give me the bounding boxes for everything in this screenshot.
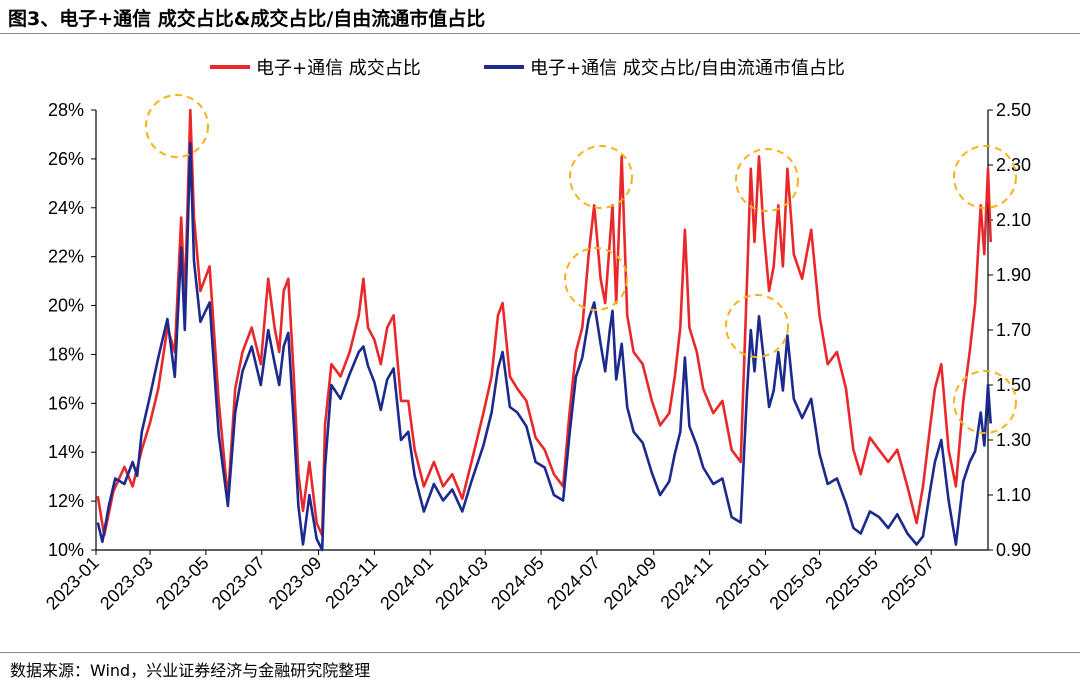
- x-tick-label: 2024-03: [431, 553, 492, 614]
- x-tick-label: 2024-05: [487, 553, 548, 614]
- x-tick-label: 2025-05: [821, 553, 882, 614]
- x-tick-label: 2025-03: [765, 553, 826, 614]
- left-axis-ticks: 10% 12% 14% 16% 18% 20% 22% 24% 26% 28%: [48, 100, 96, 560]
- title-divider: [0, 33, 1080, 34]
- dual-axis-line-chart: 电子+通信 成交占比 电子+通信 成交占比/自由流通市值占比 10% 12% 14%…: [42, 58, 1031, 614]
- x-tick-label: 2024-11: [657, 553, 717, 613]
- highlight-circle: [735, 148, 799, 212]
- left-tick-label: 16%: [48, 393, 84, 413]
- highlight-circle: [725, 294, 789, 358]
- x-tick-label: 2025-01: [711, 553, 772, 614]
- series-line-trading-share: [96, 108, 992, 537]
- right-tick-label: 1.70: [996, 320, 1031, 340]
- left-tick-label: 22%: [48, 247, 84, 267]
- right-axis-ticks: 0.901.101.301.501.701.902.102.302.50: [988, 100, 1031, 560]
- highlight-circle: [564, 247, 628, 311]
- left-tick-label: 20%: [48, 296, 84, 316]
- series-lines: [96, 108, 992, 552]
- x-tick-label: 2025-07: [877, 553, 938, 614]
- highlight-circle: [145, 94, 209, 158]
- legend-label-blue: 电子+通信 成交占比/自由流通市值占比: [530, 58, 845, 79]
- x-tick-label: 2023-03: [96, 553, 157, 614]
- x-tick-label: 2023-05: [152, 553, 213, 614]
- left-tick-label: 28%: [48, 100, 84, 120]
- left-tick-label: 24%: [48, 198, 84, 218]
- right-tick-label: 1.90: [996, 265, 1031, 285]
- left-tick-label: 18%: [48, 344, 84, 364]
- right-tick-label: 2.10: [996, 210, 1031, 230]
- right-tick-label: 1.10: [996, 485, 1031, 505]
- highlight-circle: [953, 370, 1017, 434]
- right-tick-label: 1.30: [996, 430, 1031, 450]
- right-tick-label: 1.50: [996, 375, 1031, 395]
- right-tick-label: 2.50: [996, 100, 1031, 120]
- series-line-share-ratio: [96, 141, 992, 552]
- x-tick-label: 2024-07: [543, 553, 604, 614]
- source-note: 数据来源：Wind，兴业证券经济与金融研究院整理: [10, 661, 371, 680]
- left-tick-label: 14%: [48, 442, 84, 462]
- legend-label-red: 电子+通信 成交占比: [256, 58, 421, 79]
- highlight-circle: [569, 145, 633, 209]
- x-tick-label: 2023-11: [321, 553, 381, 613]
- figure-title: 图3、电子+通信 成交占比&成交占比/自由流通市值占比: [8, 8, 486, 30]
- highlight-circles: [145, 94, 1017, 434]
- left-tick-label: 12%: [48, 491, 84, 511]
- x-tick-label: 2024-09: [600, 553, 661, 614]
- right-tick-label: 0.90: [996, 540, 1031, 560]
- source-divider: [0, 652, 1080, 653]
- x-tick-label: 2023-01: [42, 553, 103, 614]
- left-tick-label: 26%: [48, 149, 84, 169]
- x-tick-label: 2023-09: [265, 553, 326, 614]
- x-tick-label: 2024-01: [376, 553, 437, 614]
- x-axis-ticks: 2023-012023-032023-052023-072023-092023-…: [42, 550, 938, 614]
- left-tick-label: 10%: [48, 540, 84, 560]
- highlight-circle: [953, 145, 1017, 209]
- chart-legend: 电子+通信 成交占比 电子+通信 成交占比/自由流通市值占比: [210, 58, 845, 79]
- x-tick-label: 2023-07: [208, 553, 269, 614]
